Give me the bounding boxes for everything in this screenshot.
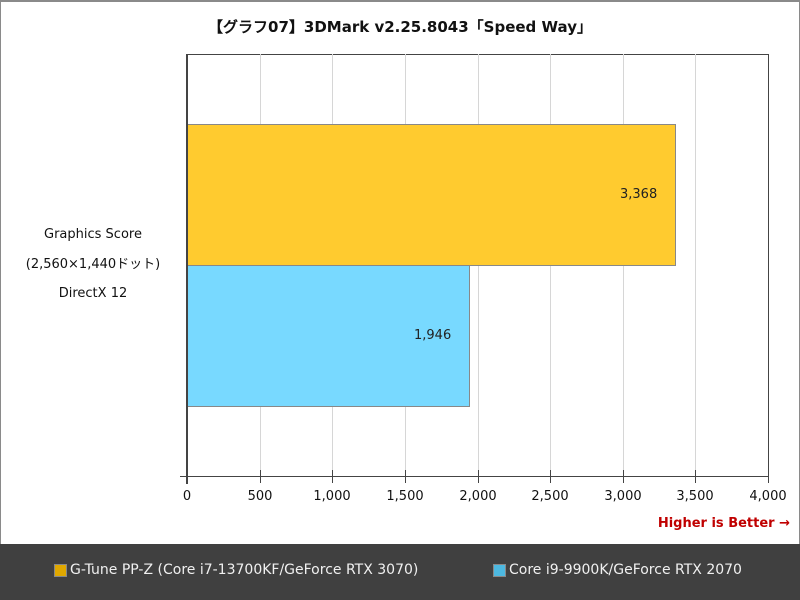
category-label-line3: DirectX 12 xyxy=(58,286,128,301)
x-tick xyxy=(187,470,188,483)
x-tick-label: 3,500 xyxy=(676,489,714,504)
x-tick xyxy=(405,470,406,483)
gridline xyxy=(695,54,696,476)
higher-is-better-note: Higher is Better → xyxy=(657,516,790,531)
legend-label: G-Tune PP-Z (Core i7-13700KF/GeForce RTX… xyxy=(70,562,419,578)
x-tick-label: 2,000 xyxy=(459,489,497,504)
chart-title: 【グラフ07】3DMark v2.25.8043「Speed Way」 xyxy=(208,18,592,36)
x-tick-label: 1,000 xyxy=(313,489,351,504)
x-tick xyxy=(478,470,479,483)
x-tick xyxy=(550,470,551,483)
bar-core-i9 xyxy=(187,265,470,407)
x-tick xyxy=(332,470,333,483)
y-axis xyxy=(186,54,188,484)
x-tick xyxy=(768,470,769,483)
x-tick-label: 2,500 xyxy=(531,489,569,504)
x-tick-label: 0 xyxy=(182,489,192,504)
x-tick xyxy=(623,470,624,483)
legend-label: Core i9-9900K/GeForce RTX 2070 xyxy=(509,562,742,578)
bar-value-label: 1,946 xyxy=(414,328,452,343)
x-tick-label: 4,000 xyxy=(749,489,787,504)
x-tick-label: 1,500 xyxy=(386,489,424,504)
x-tick-label: 500 xyxy=(247,489,273,504)
legend-item-core-i9: Core i9-9900K/GeForce RTX 2070 xyxy=(493,562,742,578)
x-axis xyxy=(180,476,769,477)
legend-swatch xyxy=(493,563,506,577)
x-tick-label: 3,000 xyxy=(604,489,642,504)
x-tick xyxy=(695,470,696,483)
category-label-line1: Graphics Score xyxy=(44,227,142,242)
legend-swatch xyxy=(54,563,67,577)
x-tick xyxy=(260,470,261,483)
bar-g-tune xyxy=(187,124,676,266)
bar-value-label: 3,368 xyxy=(620,187,658,202)
legend: G-Tune PP-Z (Core i7-13700KF/GeForce RTX… xyxy=(0,544,800,600)
legend-item-g-tune: G-Tune PP-Z (Core i7-13700KF/GeForce RTX… xyxy=(54,562,418,578)
category-label-line2: (2,560×1,440ドット) xyxy=(25,257,161,272)
